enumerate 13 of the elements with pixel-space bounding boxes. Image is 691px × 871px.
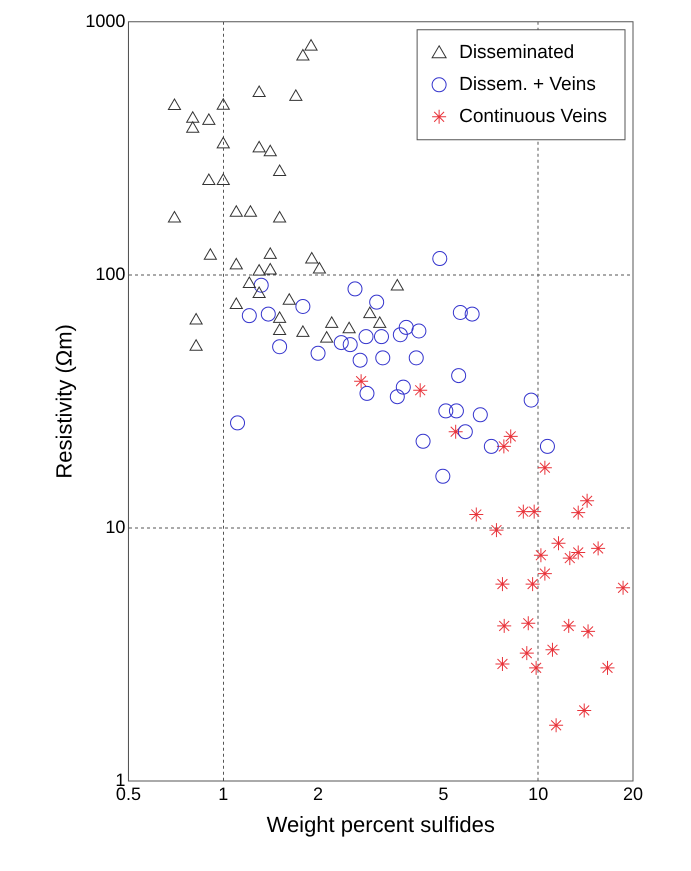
y-tick-label: 100 <box>95 264 126 284</box>
legend-label: Disseminated <box>459 42 574 64</box>
y-axis-title: Resistivity (Ωm) <box>51 324 76 479</box>
y-tick-label: 1000 <box>85 10 126 31</box>
x-tick-label: 20 <box>622 784 644 804</box>
x-tick-label: 2 <box>313 784 324 804</box>
y-tick-label: 10 <box>105 516 126 537</box>
x-tick-label: 10 <box>528 784 548 804</box>
legend-label: Continuous Veins <box>459 106 608 128</box>
x-tick-label: 1 <box>218 784 228 804</box>
x-axis-title: Weight percent sulfides <box>266 812 495 837</box>
x-tick-label: 5 <box>438 784 448 804</box>
legend-label: Dissem. + Veins <box>459 74 596 96</box>
